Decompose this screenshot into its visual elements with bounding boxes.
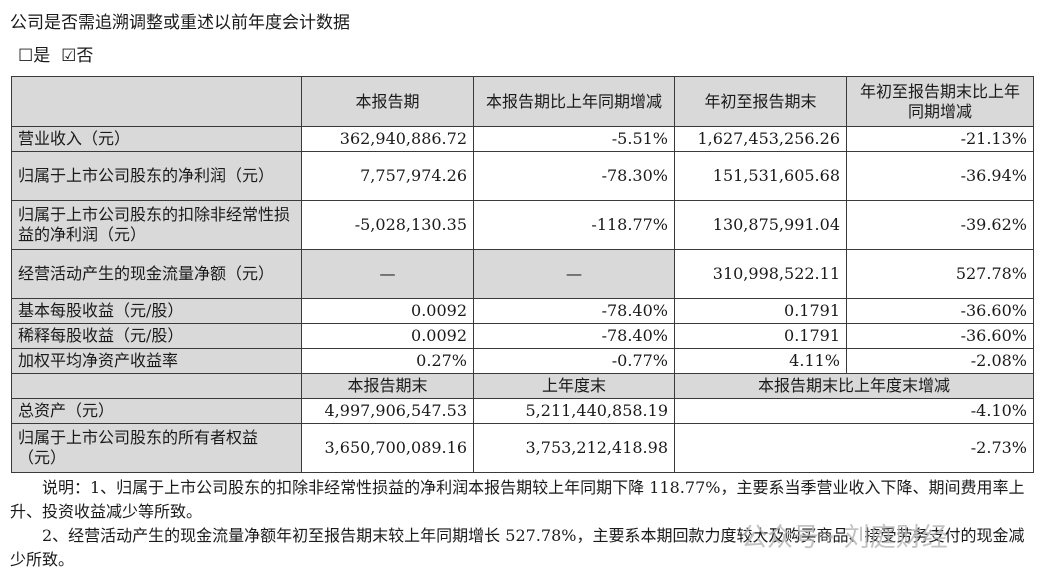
table-row: 基本每股收益（元/股） 0.0092 -78.40% 0.1791 -36.60…: [11, 298, 1034, 324]
row-label: 归属于上市公司股东的扣除非经常性损益的净利润（元）: [11, 200, 302, 250]
row-value: -78.40%: [473, 323, 675, 349]
row-value: -5,028,130.35: [301, 200, 474, 250]
row-value: 130,875,991.04: [674, 200, 847, 250]
checkbox-yes-icon: ☐: [18, 46, 34, 66]
row-value: -118.77%: [473, 200, 675, 250]
row-value: -39.62%: [846, 200, 1034, 250]
financial-data-table: 本报告期 本报告期比上年同期增减 年初至报告期末 年初至报告期末比上年同期增减 …: [11, 76, 1034, 473]
row-value: -5.51%: [473, 126, 675, 152]
row-value: -36.60%: [846, 323, 1034, 349]
watermark: 公众号 · 刘庭财经: [741, 523, 948, 553]
row-value: 5,211,440,858.19: [473, 398, 675, 424]
row-label: 归属于上市公司股东的所有者权益（元）: [11, 423, 302, 473]
table-row: 营业收入（元） 362,940,886.72 -5.51% 1,627,453,…: [11, 126, 1034, 152]
question-text: 公司是否需追溯调整或重述以前年度会计数据: [10, 13, 350, 33]
row-label: 基本每股收益（元/股）: [11, 298, 302, 324]
restatement-options: ☐是 ☑否: [18, 41, 93, 66]
row-value: 151,531,605.68: [674, 151, 847, 201]
table-row: 加权平均净资产收益率 0.27% -0.77% 4.11% -2.08%: [11, 348, 1034, 374]
row-value: 0.0092: [301, 323, 474, 349]
row-value: -36.94%: [846, 151, 1034, 201]
row-value: -21.13%: [846, 126, 1034, 152]
row-value: 1,627,453,256.26: [674, 126, 847, 152]
option-no-label: 否: [76, 46, 94, 66]
table1-header-cell: 年初至报告期末比上年同期增减: [846, 76, 1034, 127]
table-row: 归属于上市公司股东的所有者权益（元） 3,650,700,089.16 3,75…: [11, 423, 1034, 473]
row-label: 归属于上市公司股东的净利润（元）: [11, 151, 302, 201]
row-value: 3,753,212,418.98: [473, 423, 675, 473]
row-value: -0.77%: [473, 348, 675, 374]
table1-header-cell: 本报告期比上年同期增减: [473, 76, 675, 127]
row-value: -78.30%: [473, 151, 675, 201]
row-value: 362,940,886.72: [301, 126, 474, 152]
row-value: 0.27%: [301, 348, 474, 374]
row-value: 3,650,700,089.16: [301, 423, 474, 473]
row-value: 0.1791: [674, 323, 847, 349]
row-value-na: —: [473, 249, 675, 299]
row-value: -78.40%: [473, 298, 675, 324]
table1-header-cell: 本报告期: [301, 76, 474, 127]
row-label: 总资产（元）: [11, 398, 302, 424]
note-2: 2、经营活动产生的现金流量净额年初至报告期末较上年同期增长 527.78%，主要…: [10, 526, 1025, 569]
row-value: 0.0092: [301, 298, 474, 324]
row-value: -2.73%: [674, 423, 1034, 473]
table-row: 稀释每股收益（元/股） 0.0092 -78.40% 0.1791 -36.60…: [11, 323, 1034, 349]
table-row: 总资产（元） 4,997,906,547.53 5,211,440,858.19…: [11, 398, 1034, 424]
table-row: 经营活动产生的现金流量净额（元） — — 310,998,522.11 527.…: [11, 249, 1034, 299]
table1-header-corner: [11, 76, 302, 127]
note-1: 说明：1、归属于上市公司股东的扣除非经常性损益的净利润本报告期较上年同期下降 1…: [10, 478, 1025, 521]
row-value: 310,998,522.11: [674, 249, 847, 299]
row-value: 7,757,974.26: [301, 151, 474, 201]
row-value: 0.1791: [674, 298, 847, 324]
checkbox-no-icon: ☑: [61, 46, 77, 66]
table2-header-corner: [11, 373, 302, 399]
row-label: 经营活动产生的现金流量净额（元）: [11, 249, 302, 299]
table2-header-cell: 本报告期末比上年度末增减: [674, 373, 1034, 399]
table1-header-cell: 年初至报告期末: [674, 76, 847, 127]
row-value: 527.78%: [846, 249, 1034, 299]
row-value: -36.60%: [846, 298, 1034, 324]
option-yes-label: 是: [33, 46, 51, 66]
table2-header-cell: 上年度末: [473, 373, 675, 399]
table2-header-cell: 本报告期末: [301, 373, 474, 399]
row-value: -4.10%: [674, 398, 1034, 424]
row-label: 加权平均净资产收益率: [11, 348, 302, 374]
row-value: 4,997,906,547.53: [301, 398, 474, 424]
table1-header-row: 本报告期 本报告期比上年同期增减 年初至报告期末 年初至报告期末比上年同期增减: [11, 76, 1034, 127]
row-value: -2.08%: [846, 348, 1034, 374]
row-label: 营业收入（元）: [11, 126, 302, 152]
row-label: 稀释每股收益（元/股）: [11, 323, 302, 349]
table2-header-row: 本报告期末 上年度末 本报告期末比上年度末增减: [11, 373, 1034, 399]
notes: 说明：1、归属于上市公司股东的扣除非经常性损益的净利润本报告期较上年同期下降 1…: [10, 476, 1030, 572]
row-value: 4.11%: [674, 348, 847, 374]
row-value-na: —: [301, 249, 474, 299]
table-row: 归属于上市公司股东的扣除非经常性损益的净利润（元） -5,028,130.35 …: [11, 200, 1034, 250]
table-row: 归属于上市公司股东的净利润（元） 7,757,974.26 -78.30% 15…: [11, 151, 1034, 201]
